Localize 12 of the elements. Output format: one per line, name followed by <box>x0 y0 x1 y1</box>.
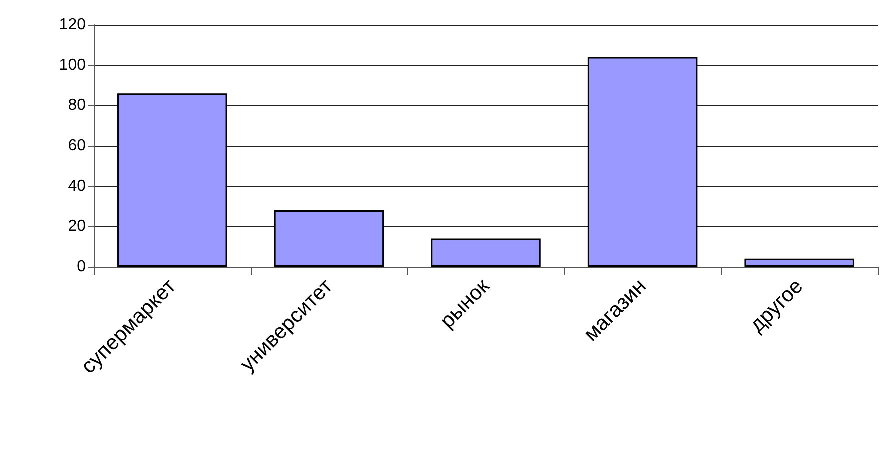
y-tick-label: 0 <box>77 258 86 276</box>
bar <box>274 210 384 267</box>
y-tick-label: 100 <box>59 56 86 74</box>
bar <box>118 94 228 267</box>
y-tick-label: 40 <box>68 178 86 195</box>
y-tick-label: 20 <box>68 218 86 236</box>
bar <box>431 238 541 267</box>
y-tick-label: 120 <box>59 16 86 34</box>
y-tick-label: 60 <box>68 138 86 154</box>
y-tick-label: 80 <box>68 97 86 114</box>
bar <box>744 258 854 267</box>
bar <box>588 57 698 267</box>
